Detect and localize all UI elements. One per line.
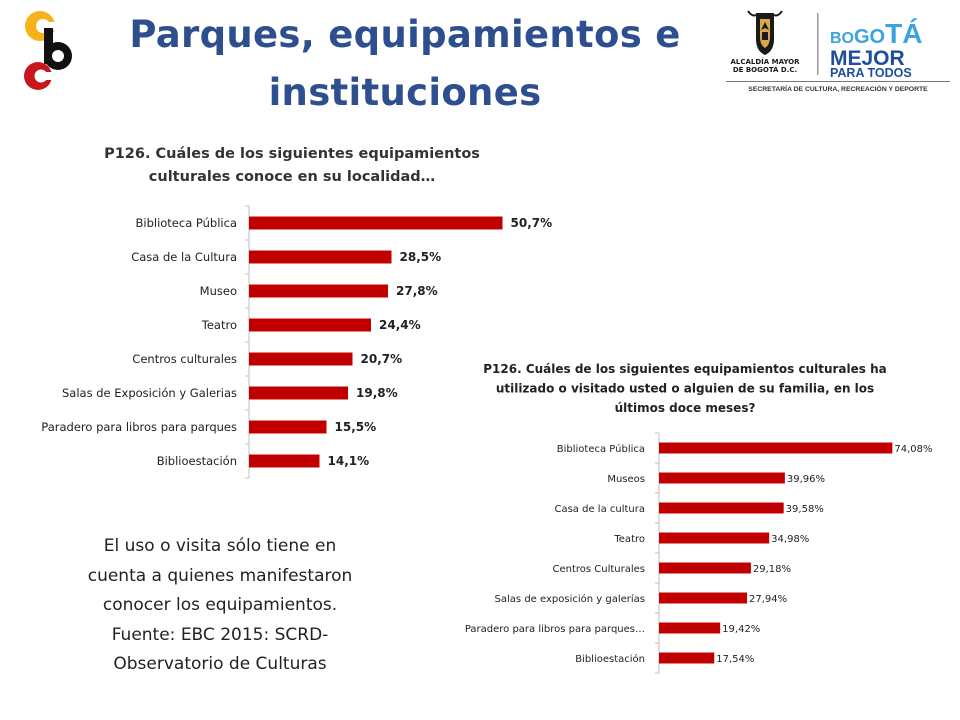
c2-title-line: P126. Cuáles de los siguientes equipamie… [483, 362, 887, 376]
c1-category-label: Teatro [201, 318, 237, 332]
c2-value-label: 29,18% [753, 564, 791, 575]
logo-divider [817, 13, 819, 75]
c1-bar [249, 420, 327, 434]
caption-line: conocer los equipamientos. [102, 595, 338, 615]
c1-value-label: 27,8% [396, 284, 438, 298]
c2-category-label: Paradero para libros para parques… [465, 624, 645, 635]
c1-category-label: Biblioestación [157, 454, 237, 468]
c1-category-label: Paradero para libros para parques [41, 420, 237, 434]
c2-category-label: Centros Culturales [552, 564, 645, 575]
c2-value-label: 27,94% [749, 594, 787, 605]
page-title-line-2: instituciones [268, 71, 542, 114]
c1-category-label: Salas de Exposición y Galerias [62, 386, 237, 400]
caption-line: Fuente: EBC 2015: SCRD- [111, 624, 329, 645]
c2-bar [659, 442, 893, 454]
bogota-crest-icon [747, 10, 783, 55]
c1-bar [249, 386, 348, 400]
c1-category-label: Casa de la Cultura [131, 250, 237, 264]
c1-bar [249, 284, 388, 298]
c1-bar [249, 352, 353, 366]
bogota-logo: ALCALDÍA MAYOR DE BOGOTÁ D.C. BOGOTÁ MEJ… [722, 5, 954, 95]
c2-bar [659, 622, 721, 634]
c2-bar [659, 472, 785, 484]
c2-value-label: 17,54% [716, 654, 754, 665]
c2-title-line: utilizado o visitado usted o alguien de … [496, 382, 874, 396]
cultura-logo [14, 6, 78, 92]
c2-category-label: Museos [607, 474, 645, 485]
c1-value-label: 50,7% [511, 216, 553, 230]
c2-bar [659, 652, 715, 664]
c2-value-label: 34,98% [771, 534, 809, 545]
c1-value-label: 14,1% [328, 454, 370, 468]
c2-category-label: Biblioteca Pública [557, 443, 645, 455]
caption-line: Observatorio de Culturas [113, 654, 327, 674]
crest-caption-1: ALCALDÍA MAYOR [730, 57, 800, 66]
c1-bar [249, 216, 503, 230]
c2-title-line: últimos doce meses? [615, 401, 756, 415]
c2-bar [659, 562, 751, 574]
c1-bar [249, 454, 320, 468]
c1-title-line: P126. Cuáles de los siguientes equipamie… [104, 146, 480, 162]
c1-bar [249, 250, 392, 264]
c2-category-label: Salas de exposición y galerías [495, 593, 645, 605]
c2-value-label: 19,42% [722, 624, 760, 635]
c1-value-label: 15,5% [335, 420, 377, 434]
secretaria-caption: SECRETARÍA DE CULTURA, RECREACIÓN Y DEPO… [748, 84, 928, 93]
c1-category-label: Museo [200, 284, 237, 298]
c1-title-line: culturales conoce en su localidad… [149, 169, 435, 185]
c2-category-label: Biblioestación [575, 653, 645, 665]
brand-mejor: MEJOR [830, 47, 905, 70]
crest-caption-2: DE BOGOTÁ D.C. [733, 65, 797, 74]
brand-bogota: BOGOTÁ [830, 18, 922, 49]
c2-value-label: 74,08% [894, 444, 932, 455]
brand-para-todos: PARA TODOS [830, 66, 912, 80]
c1-value-label: 19,8% [356, 386, 398, 400]
caption-line: El uso o visita sólo tiene en [103, 536, 337, 556]
c1-value-label: 28,5% [400, 250, 442, 264]
c2-category-label: Teatro [613, 534, 645, 545]
page-title: Parques, equipamientos e instituciones [100, 6, 710, 122]
page-title-line-1: Parques, equipamientos e [129, 13, 681, 56]
c2-value-label: 39,96% [787, 474, 825, 485]
c2-bar [659, 592, 748, 604]
logo-rule [726, 81, 950, 82]
c1-category-label: Biblioteca Pública [135, 216, 237, 230]
c1-bar [249, 318, 371, 332]
c2-category-label: Casa de la cultura [554, 504, 645, 515]
c1-value-label: 20,7% [361, 352, 403, 366]
c2-bar [659, 532, 770, 544]
c2-bar [659, 502, 784, 514]
c1-category-label: Centros culturales [132, 352, 237, 366]
caption-line: cuenta a quienes manifestaron [87, 565, 353, 586]
source-caption: El uso o visita sólo tiene en cuenta a q… [50, 532, 390, 680]
c1-value-label: 24,4% [379, 318, 421, 332]
c2-value-label: 39,58% [786, 504, 824, 515]
